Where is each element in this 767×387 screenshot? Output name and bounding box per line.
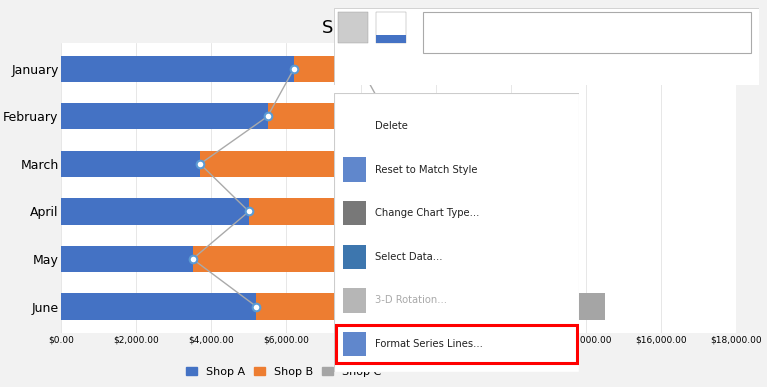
Bar bbox=[344, 157, 366, 182]
Bar bbox=[344, 201, 366, 225]
Text: 3-D Rotation...: 3-D Rotation... bbox=[375, 295, 447, 305]
Bar bbox=[344, 245, 366, 269]
FancyBboxPatch shape bbox=[334, 93, 579, 372]
Bar bbox=[61, 199, 249, 224]
Bar bbox=[61, 246, 193, 272]
Bar bbox=[256, 293, 463, 320]
Text: Reset to Match Style: Reset to Match Style bbox=[375, 164, 478, 175]
Bar bbox=[193, 246, 361, 272]
Legend: Shop A, Shop B, Shop C: Shop A, Shop B, Shop C bbox=[182, 363, 386, 382]
Bar bbox=[361, 56, 474, 82]
Bar bbox=[338, 12, 367, 43]
Bar bbox=[376, 12, 406, 43]
Bar bbox=[361, 246, 474, 272]
Bar bbox=[429, 199, 560, 224]
Bar bbox=[249, 199, 429, 224]
Bar bbox=[387, 103, 508, 130]
Text: S: S bbox=[322, 19, 334, 38]
Bar bbox=[61, 151, 200, 177]
Text: Change Chart Type...: Change Chart Type... bbox=[375, 208, 479, 218]
Text: Format Series Lines...: Format Series Lines... bbox=[375, 339, 483, 349]
Text: ⌵: ⌵ bbox=[730, 27, 737, 38]
Bar bbox=[376, 35, 406, 43]
Bar bbox=[336, 372, 581, 377]
Bar bbox=[61, 293, 256, 320]
Bar bbox=[61, 103, 268, 130]
Text: Outline: Outline bbox=[374, 62, 409, 71]
Bar bbox=[61, 56, 294, 82]
Bar bbox=[294, 56, 361, 82]
Bar bbox=[463, 293, 605, 320]
Bar bbox=[344, 288, 366, 313]
Bar bbox=[336, 325, 577, 363]
Text: Select Data...: Select Data... bbox=[375, 252, 443, 262]
FancyBboxPatch shape bbox=[423, 12, 751, 53]
Bar bbox=[268, 103, 387, 130]
Text: Delete: Delete bbox=[375, 121, 408, 131]
Text: Series Lines 1: Series Lines 1 bbox=[523, 27, 595, 38]
Bar bbox=[200, 151, 369, 177]
Bar bbox=[344, 332, 366, 356]
FancyBboxPatch shape bbox=[334, 8, 759, 85]
Bar bbox=[369, 151, 512, 177]
Text: Fill: Fill bbox=[347, 62, 358, 71]
